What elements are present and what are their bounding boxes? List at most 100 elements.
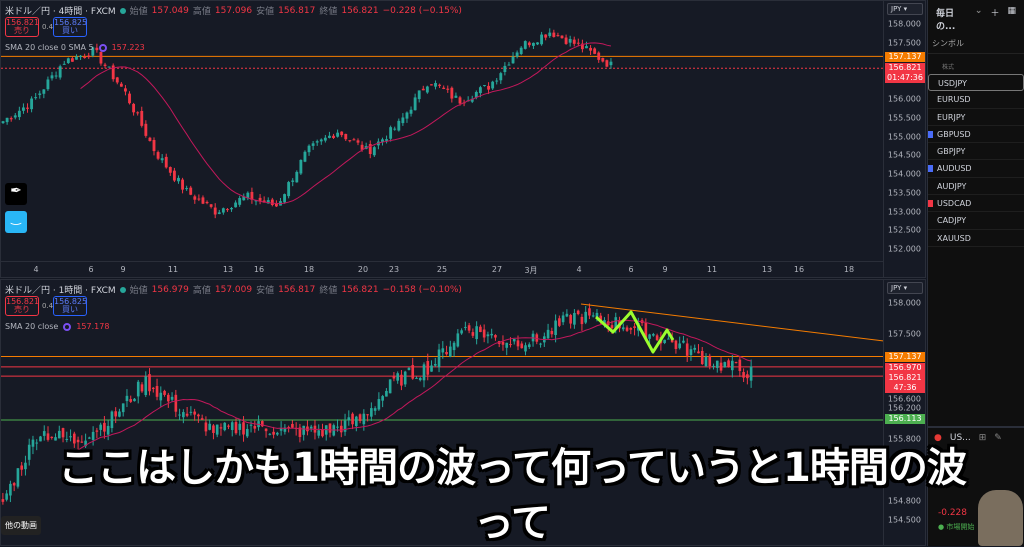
candle <box>723 362 727 368</box>
watchlist-item[interactable]: CADJPY <box>928 212 1024 230</box>
candle <box>125 395 129 402</box>
other-videos-button[interactable]: 他の動画 <box>1 516 41 535</box>
pen-tool-icon[interactable]: ✒ <box>5 183 27 205</box>
group-header[interactable]: 株式 <box>942 64 955 71</box>
candle <box>20 465 23 470</box>
time-tick: 9 <box>662 265 668 274</box>
candle <box>114 411 117 417</box>
price-axis[interactable]: JPY ▾ 157.137 156.970 156.821 47:36 156.1… <box>883 280 925 545</box>
candle <box>712 365 715 367</box>
candle <box>527 344 531 348</box>
candle <box>266 200 270 204</box>
candle <box>249 424 253 426</box>
currency-select[interactable]: JPY ▾ <box>887 282 923 294</box>
chart-pane-4h[interactable]: 米ドル／円 · 4時間 · FXCM 始値 157.049 高値 157.096 安… <box>0 0 926 278</box>
candle <box>430 84 433 86</box>
watchlist-item[interactable]: XAUUSD <box>928 230 1024 247</box>
candle <box>348 140 352 142</box>
candle <box>511 56 515 64</box>
time-tick: 4 <box>576 265 582 274</box>
candle <box>479 326 482 333</box>
time-tick: 3月 <box>524 266 538 275</box>
sma-indicator[interactable]: SMA 20 close 157.178 <box>5 322 110 331</box>
candle <box>470 98 474 102</box>
candle <box>155 386 159 397</box>
candle <box>16 468 20 487</box>
market-status: ● 市場開始 <box>938 523 975 531</box>
watchlist-title[interactable]: 毎日の... <box>936 9 956 32</box>
details-symbol[interactable]: US... <box>949 433 971 443</box>
candle <box>456 333 460 347</box>
watchlist-item[interactable]: AUDUSD <box>928 160 1024 178</box>
candle <box>505 342 509 348</box>
flag-icon[interactable] <box>928 165 933 173</box>
candle <box>46 433 50 440</box>
watchlist-item[interactable]: EURJPY <box>928 109 1024 126</box>
buy-button[interactable]: 156.825 買い <box>53 17 88 37</box>
edit-icon[interactable]: ✎ <box>994 433 1002 443</box>
candle <box>603 320 606 324</box>
time-axis[interactable]: 4 6 9 11 13 16 18 20 23 25 27 3月 4 6 9 11 13 16 18 <box>1 261 884 277</box>
candle <box>401 117 405 124</box>
candle <box>217 212 221 214</box>
currency-select[interactable]: JPY ▾ <box>887 3 923 15</box>
candle <box>565 313 569 317</box>
last-price-label: 156.821 01:47:36 <box>885 63 925 83</box>
candle <box>454 95 458 98</box>
candle <box>291 423 294 428</box>
green-line-label: 156.113 <box>885 414 925 424</box>
symbol-label: GBPJPY <box>937 147 966 157</box>
open-label: 始値 <box>129 7 148 17</box>
watchlist-item[interactable]: AUDJPY <box>928 178 1024 196</box>
watchlist-item[interactable]: USDJPY <box>928 74 1024 92</box>
flag-icon[interactable] <box>928 130 933 138</box>
candle <box>430 365 433 372</box>
hand-drawn-zigzag <box>595 310 675 354</box>
candle <box>119 83 123 87</box>
candle <box>75 56 78 60</box>
candle <box>136 112 140 114</box>
candle <box>152 139 156 152</box>
chevron-down-icon[interactable]: ⌄ <box>974 6 983 16</box>
candle <box>164 156 168 168</box>
watchlist-item[interactable]: GBPJPY <box>928 143 1024 161</box>
candlestick-chart-1h[interactable] <box>1 280 884 547</box>
candle <box>458 97 462 104</box>
candle <box>238 198 242 205</box>
sma-indicator[interactable]: SMA 20 close 0 SMA 5 157.223 <box>5 43 145 52</box>
candlestick-chart-4h[interactable] <box>1 1 884 263</box>
candle <box>38 93 42 95</box>
last-price-label: 156.821 47:36 <box>885 373 925 393</box>
symbol-title[interactable]: 米ドル／円 · 1時間 · FXCM <box>5 286 116 296</box>
candle <box>405 112 409 119</box>
candle <box>438 84 442 86</box>
candle <box>422 364 426 381</box>
sell-button[interactable]: 156.821 売り <box>5 17 40 37</box>
candle <box>31 439 35 447</box>
symbol-column-header[interactable]: シンボル <box>928 38 1024 54</box>
symbol-title[interactable]: 米ドル／円 · 4時間 · FXCM <box>5 7 116 17</box>
buy-button[interactable]: 156.825 買い <box>53 296 88 316</box>
flag-icon[interactable] <box>928 200 933 208</box>
candle <box>343 420 347 432</box>
watchlist-item[interactable]: EURUSD <box>928 91 1024 109</box>
candle <box>268 433 272 435</box>
candle <box>599 315 603 323</box>
watchlist-item[interactable]: GBPUSD <box>928 126 1024 144</box>
watchlist-item[interactable]: USDCAD <box>928 195 1024 213</box>
candle <box>674 340 678 349</box>
candle <box>426 361 430 375</box>
price-axis[interactable]: JPY ▾ 157.137 156.821 01:47:36 158.000 157… <box>883 1 925 277</box>
chart-pane-1h[interactable]: 米ドル／円 · 1時間 · FXCM 始値 156.979 高値 157.009 安… <box>0 279 926 546</box>
sell-button[interactable]: 156.821 売り <box>5 296 40 316</box>
orange-line-label: 157.137 <box>885 352 925 362</box>
add-symbol-icon[interactable]: ＋ <box>990 9 1000 19</box>
grid-icon[interactable]: ⊞ <box>978 433 987 443</box>
symbol-label: EURUSD <box>937 95 971 105</box>
market-open-icon <box>119 286 126 293</box>
candle <box>441 348 445 353</box>
candle <box>61 428 65 438</box>
candle <box>340 131 344 136</box>
layout-icon[interactable]: ▦ <box>1007 6 1016 16</box>
smile-tool-icon[interactable]: ‿ <box>5 211 27 233</box>
